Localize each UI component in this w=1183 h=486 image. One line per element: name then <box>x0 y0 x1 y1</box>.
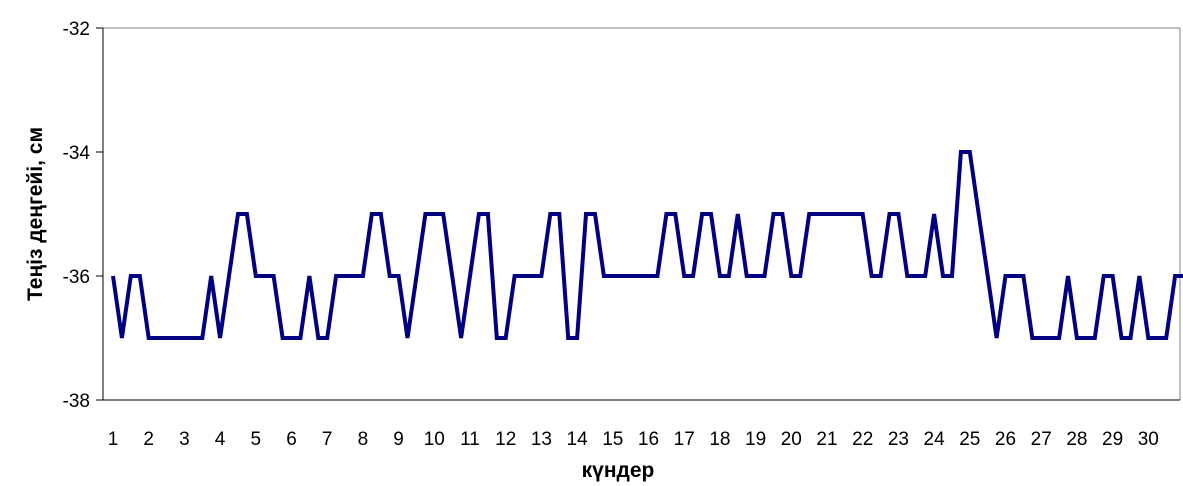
x-tick-label: 30 <box>1138 429 1159 450</box>
y-tick-label: -38 <box>63 391 90 412</box>
x-tick-label: 2 <box>143 429 154 450</box>
x-tick-label: 16 <box>638 429 659 450</box>
x-tick-label: 25 <box>959 429 980 450</box>
x-tick-label: 10 <box>424 429 445 450</box>
x-tick-label: 12 <box>495 429 516 450</box>
y-axis: -32 -34 -36 -38 <box>63 19 104 412</box>
x-tick-label: 21 <box>816 429 837 450</box>
x-tick-label: 6 <box>286 429 297 450</box>
x-tick-label: 17 <box>674 429 695 450</box>
x-tick-label: 7 <box>322 429 333 450</box>
x-tick-label: 15 <box>602 429 623 450</box>
x-tick-label: 9 <box>393 429 404 450</box>
x-tick-label: 4 <box>215 429 226 450</box>
x-tick-label: 14 <box>567 429 589 450</box>
y-tick-label: -36 <box>63 267 90 288</box>
x-tick-label: 5 <box>251 429 262 450</box>
x-tick-label: 13 <box>531 429 552 450</box>
y-tick-label: -34 <box>63 143 91 164</box>
x-tick-label: 3 <box>179 429 190 450</box>
y-tick-label: -32 <box>63 19 90 40</box>
plot-area <box>103 27 1181 400</box>
x-tick-label: 29 <box>1102 429 1123 450</box>
x-tick-label: 28 <box>1066 429 1087 450</box>
y-axis-title: Теңіз деңгейі, см <box>24 127 47 301</box>
x-tick-label: 22 <box>852 429 873 450</box>
x-tick-label: 8 <box>358 429 369 450</box>
x-tick-label: 26 <box>995 429 1016 450</box>
x-tick-label: 19 <box>745 429 766 450</box>
x-tick-label: 20 <box>781 429 802 450</box>
series-layer <box>111 150 1183 340</box>
x-tick-label: 1 <box>108 429 119 450</box>
x-axis: 1 2 3 4 5 6 7 8 9 10 11 12 13 14 15 16 17 18 19 20 21 22 23 24 2… <box>103 399 1180 450</box>
x-tick-label: 18 <box>709 429 730 450</box>
x-tick-label: 23 <box>888 429 909 450</box>
x-axis-title: күндер <box>582 459 655 482</box>
x-tick-label: 24 <box>924 429 946 450</box>
series-line <box>111 150 1183 340</box>
x-tick-label: 27 <box>1031 429 1052 450</box>
x-tick-label: 11 <box>460 429 480 450</box>
